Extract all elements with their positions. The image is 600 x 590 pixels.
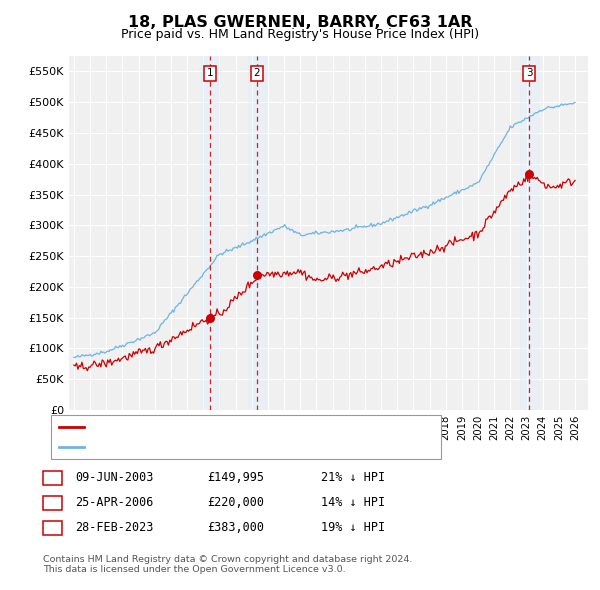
Bar	[202, 56, 219, 410]
Text: 18, PLAS GWERNEN, BARRY, CF63 1AR (detached house): 18, PLAS GWERNEN, BARRY, CF63 1AR (detac…	[88, 422, 400, 432]
Text: 1: 1	[207, 68, 214, 78]
Text: HPI: Average price, detached house, Vale of Glamorgan: HPI: Average price, detached house, Vale…	[88, 442, 391, 452]
Text: 1: 1	[49, 473, 56, 482]
Text: 18, PLAS GWERNEN, BARRY, CF63 1AR: 18, PLAS GWERNEN, BARRY, CF63 1AR	[128, 15, 472, 30]
Text: £220,000: £220,000	[207, 496, 264, 509]
Text: 3: 3	[49, 523, 56, 532]
Point	[252, 270, 262, 279]
Text: 2: 2	[254, 68, 260, 78]
Text: 19% ↓ HPI: 19% ↓ HPI	[321, 521, 385, 534]
Text: 21% ↓ HPI: 21% ↓ HPI	[321, 471, 385, 484]
Text: Contains HM Land Registry data © Crown copyright and database right 2024.
This d: Contains HM Land Registry data © Crown c…	[43, 555, 413, 574]
Text: 2: 2	[49, 497, 56, 507]
Text: 28-FEB-2023: 28-FEB-2023	[75, 521, 154, 534]
Text: 25-APR-2006: 25-APR-2006	[75, 496, 154, 509]
Text: 09-JUN-2003: 09-JUN-2003	[75, 471, 154, 484]
Text: 3: 3	[526, 68, 532, 78]
Text: 14% ↓ HPI: 14% ↓ HPI	[321, 496, 385, 509]
Point	[206, 313, 215, 322]
Point	[524, 169, 534, 179]
Bar	[520, 56, 538, 410]
Bar	[248, 56, 266, 410]
Text: £383,000: £383,000	[207, 521, 264, 534]
Text: £149,995: £149,995	[207, 471, 264, 484]
Text: Price paid vs. HM Land Registry's House Price Index (HPI): Price paid vs. HM Land Registry's House …	[121, 28, 479, 41]
